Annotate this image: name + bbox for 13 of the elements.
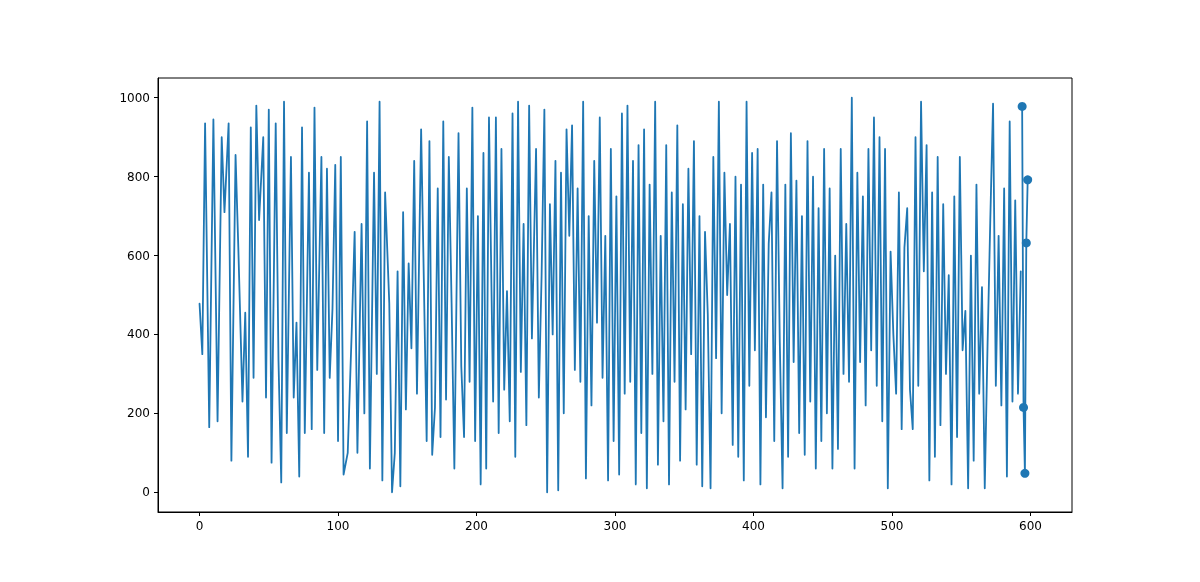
- x-tick-label: 500: [880, 519, 904, 533]
- y-tick-label: 400: [127, 327, 150, 342]
- x-tick-label: 200: [465, 519, 488, 533]
- y-tick-label: 800: [127, 169, 150, 184]
- x-tick-label: 100: [326, 519, 350, 533]
- x-tick-label: 400: [742, 519, 765, 533]
- x-tick-label: 300: [603, 519, 627, 533]
- y-tick-label: 600: [127, 248, 150, 263]
- y-tick-label: 1000: [119, 90, 150, 105]
- x-tick-label: 0: [195, 519, 204, 533]
- x-tick-label: 600: [1019, 519, 1042, 533]
- y-tick-label: 0: [142, 485, 150, 500]
- y-tick-label: 200: [127, 406, 150, 421]
